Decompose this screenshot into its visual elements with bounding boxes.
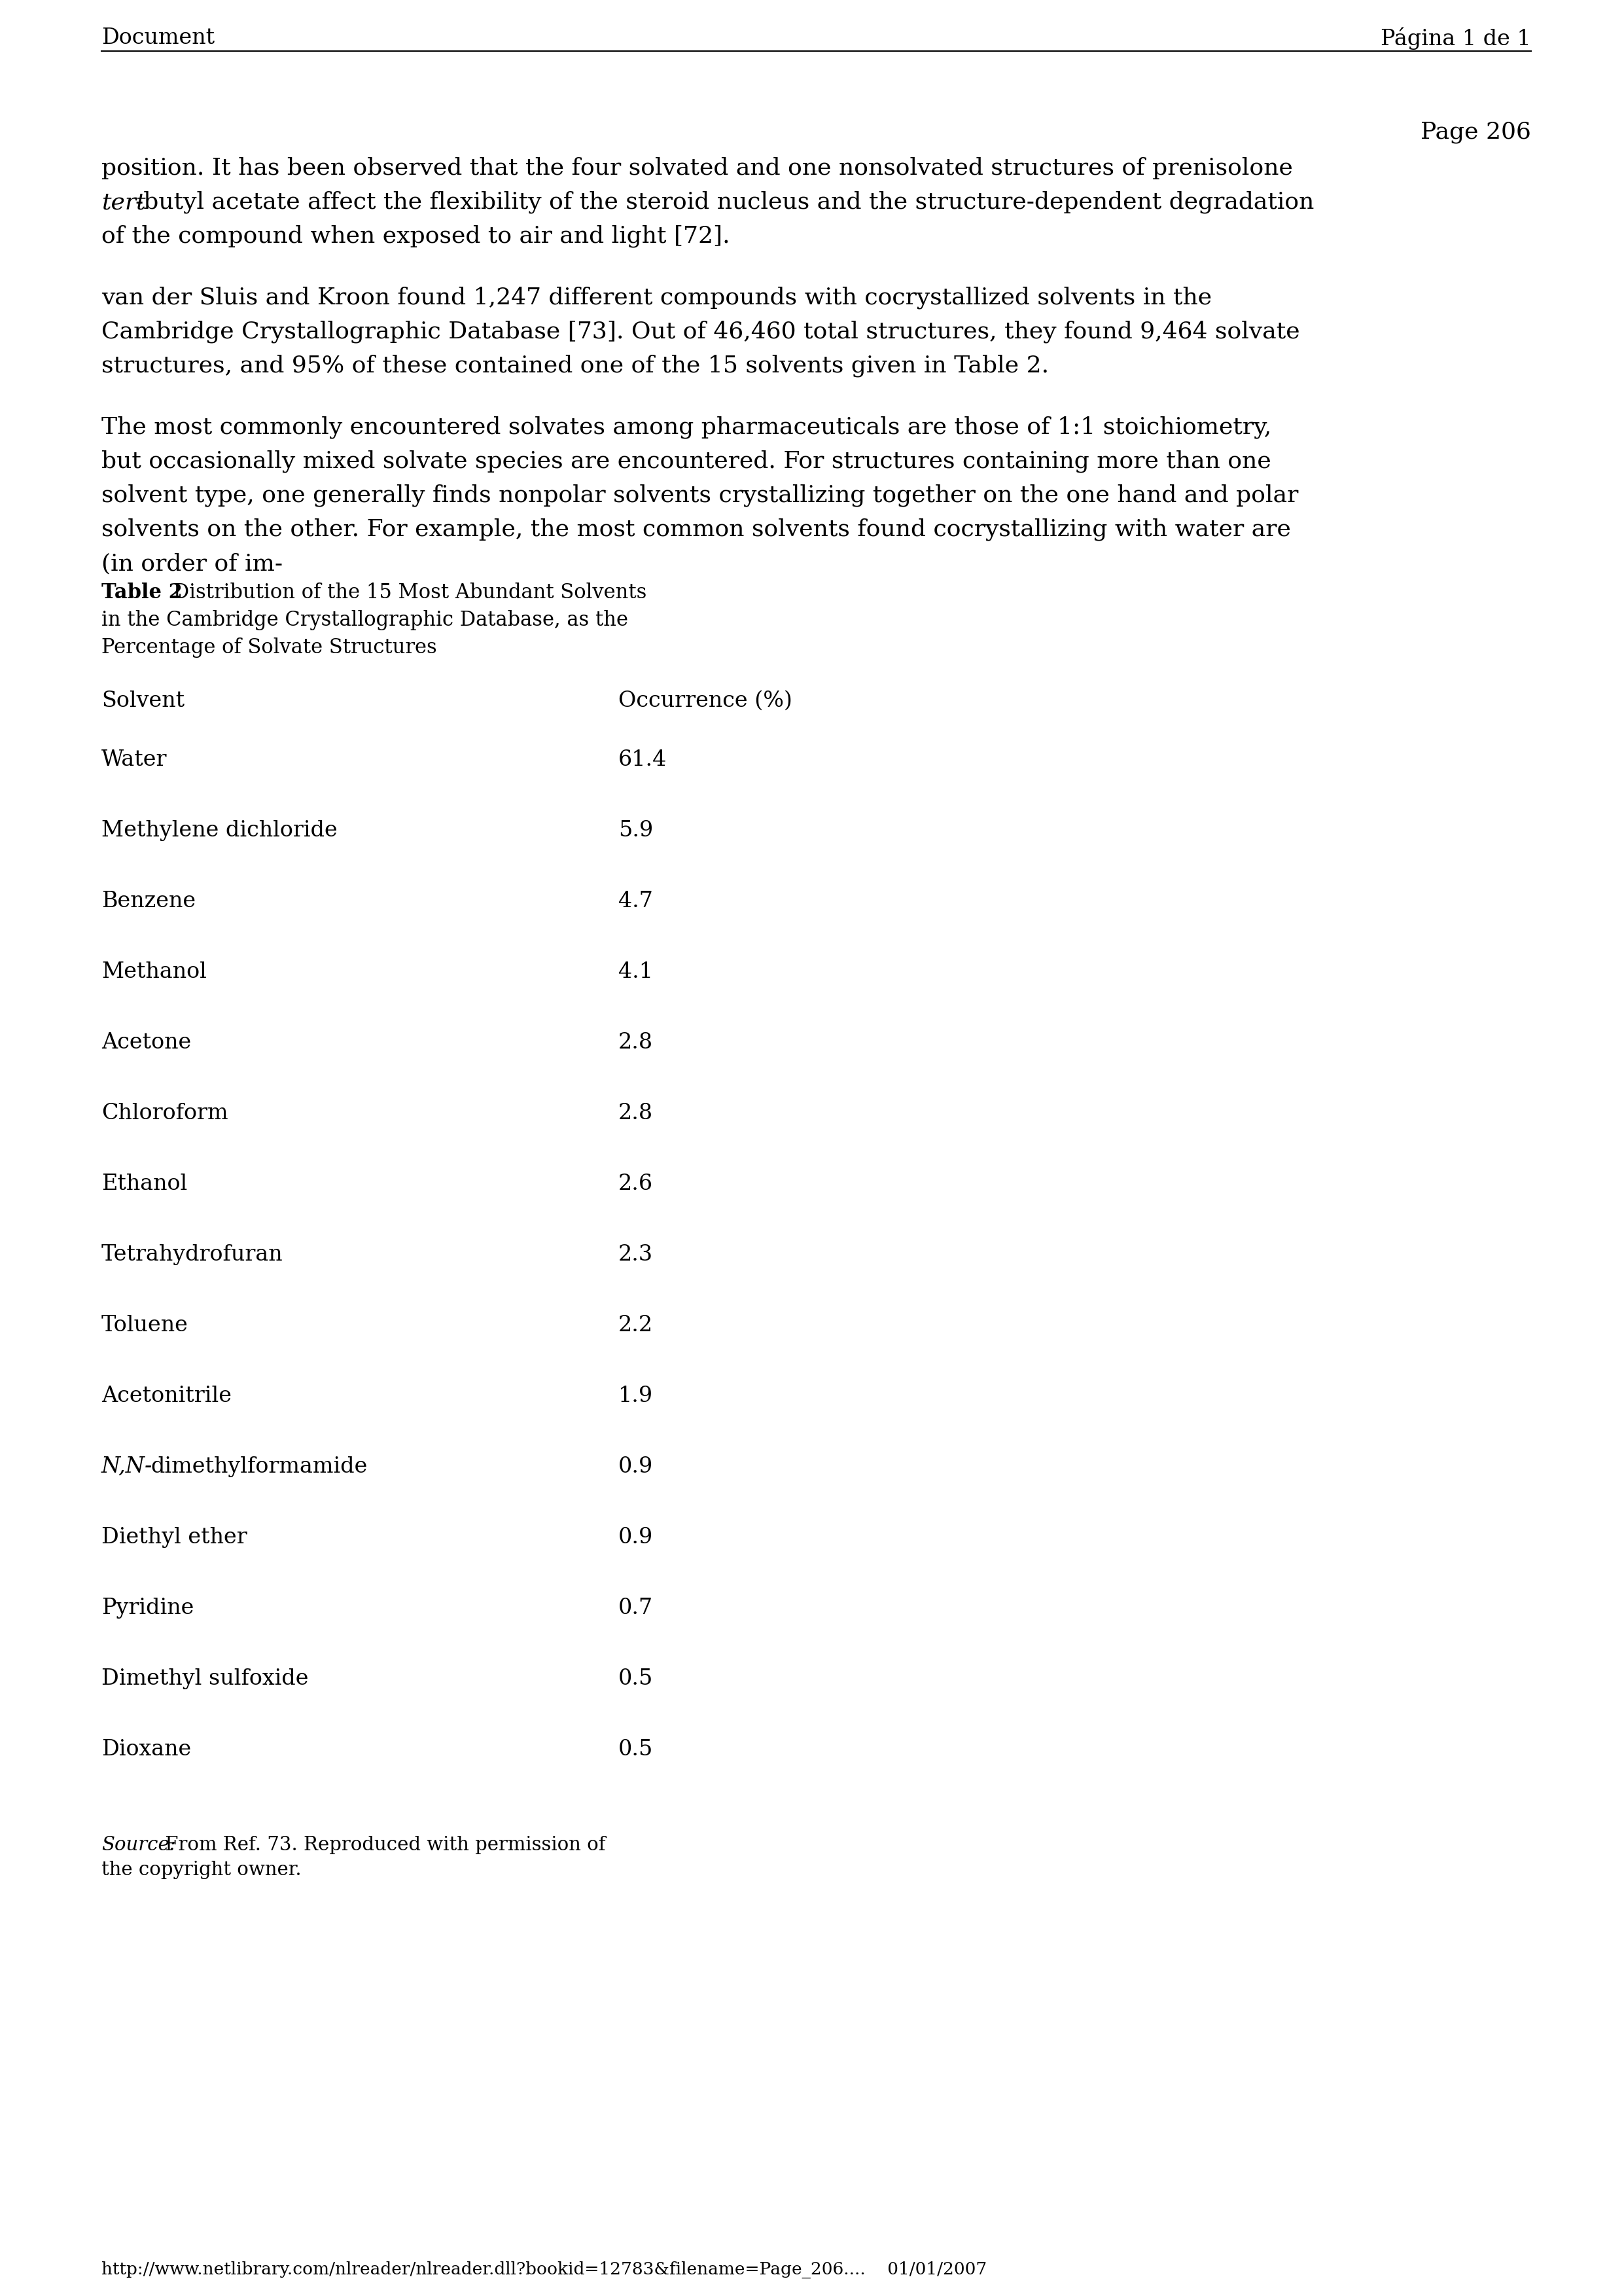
Text: Chloroform: Chloroform — [101, 1102, 227, 1123]
Text: Dimethyl sulfoxide: Dimethyl sulfoxide — [101, 1669, 309, 1690]
Text: 0.7: 0.7 — [619, 1598, 653, 1619]
Text: Methanol: Methanol — [101, 962, 206, 983]
Text: Tetrahydrofuran: Tetrahydrofuran — [101, 1244, 283, 1265]
Text: 0.9: 0.9 — [619, 1527, 653, 1548]
Text: structures, and 95% of these contained one of the 15 solvents given in Table 2.: structures, and 95% of these contained o… — [101, 356, 1049, 377]
Text: Acetone: Acetone — [101, 1033, 192, 1054]
Text: Table 2: Table 2 — [101, 583, 182, 604]
Text: Document: Document — [101, 28, 214, 48]
Text: 0.5: 0.5 — [619, 1669, 653, 1690]
Text: Methylene dichloride: Methylene dichloride — [101, 820, 338, 840]
Text: Percentage of Solvate Structures: Percentage of Solvate Structures — [101, 638, 437, 657]
Text: 2.6: 2.6 — [619, 1173, 653, 1194]
Text: Acetonitrile: Acetonitrile — [101, 1384, 232, 1407]
Text: Occurrence (%): Occurrence (%) — [619, 691, 793, 712]
Text: Benzene: Benzene — [101, 891, 197, 912]
Text: N,N-: N,N- — [101, 1456, 153, 1476]
Text: 5.9: 5.9 — [619, 820, 653, 840]
Text: Page 206: Page 206 — [1421, 122, 1531, 142]
Text: (in order of im-: (in order of im- — [101, 553, 283, 574]
Text: http://www.netlibrary.com/nlreader/nlreader.dll?bookid=12783&filename=Page_206..: http://www.netlibrary.com/nlreader/nlrea… — [101, 2262, 987, 2278]
Text: solvent type, one generally finds nonpolar solvents crystallizing together on th: solvent type, one generally finds nonpol… — [101, 484, 1299, 507]
Text: Distribution of the 15 Most Abundant Solvents: Distribution of the 15 Most Abundant Sol… — [167, 583, 646, 604]
Text: but occasionally mixed solvate species are encountered. For structures containin: but occasionally mixed solvate species a… — [101, 450, 1272, 473]
Text: 2.2: 2.2 — [619, 1316, 653, 1336]
Text: Ethanol: Ethanol — [101, 1173, 187, 1194]
Text: position. It has been observed that the four solvated and one nonsolvated struct: position. It has been observed that the … — [101, 156, 1293, 179]
Text: in the Cambridge Crystallographic Database, as the: in the Cambridge Crystallographic Databa… — [101, 611, 628, 631]
Text: 4.1: 4.1 — [619, 962, 653, 983]
Text: Water: Water — [101, 748, 167, 771]
Text: 0.5: 0.5 — [619, 1738, 653, 1761]
Text: 2.3: 2.3 — [619, 1244, 653, 1265]
Text: Página 1 de 1: Página 1 de 1 — [1380, 28, 1531, 51]
Text: of the compound when exposed to air and light [72].: of the compound when exposed to air and … — [101, 225, 729, 248]
Text: Dioxane: Dioxane — [101, 1738, 192, 1761]
Text: Toluene: Toluene — [101, 1316, 188, 1336]
Text: Solvent: Solvent — [101, 691, 185, 712]
Text: 4.7: 4.7 — [619, 891, 653, 912]
Text: 2.8: 2.8 — [619, 1102, 653, 1123]
Text: tert: tert — [101, 191, 146, 214]
Text: the copyright owner.: the copyright owner. — [101, 1860, 302, 1878]
Text: 0.9: 0.9 — [619, 1456, 653, 1476]
Text: dimethylformamide: dimethylformamide — [151, 1456, 367, 1476]
Text: -butyl acetate affect the flexibility of the steroid nucleus and the structure-d: -butyl acetate affect the flexibility of… — [135, 191, 1314, 214]
Text: Source:: Source: — [101, 1837, 175, 1855]
Text: From Ref. 73. Reproduced with permission of: From Ref. 73. Reproduced with permission… — [159, 1837, 606, 1855]
Text: Cambridge Crystallographic Database [73]. Out of 46,460 total structures, they f: Cambridge Crystallographic Database [73]… — [101, 321, 1299, 344]
Text: The most commonly encountered solvates among pharmaceuticals are those of 1:1 st: The most commonly encountered solvates a… — [101, 416, 1272, 439]
Text: Pyridine: Pyridine — [101, 1598, 193, 1619]
Text: 2.8: 2.8 — [619, 1033, 653, 1054]
Text: van der Sluis and Kroon found 1,247 different compounds with cocrystallized solv: van der Sluis and Kroon found 1,247 diff… — [101, 287, 1212, 310]
Text: 61.4: 61.4 — [619, 748, 667, 771]
Text: solvents on the other. For example, the most common solvents found cocrystallizi: solvents on the other. For example, the … — [101, 519, 1291, 542]
Text: Diethyl ether: Diethyl ether — [101, 1527, 247, 1548]
Text: 1.9: 1.9 — [619, 1384, 653, 1407]
